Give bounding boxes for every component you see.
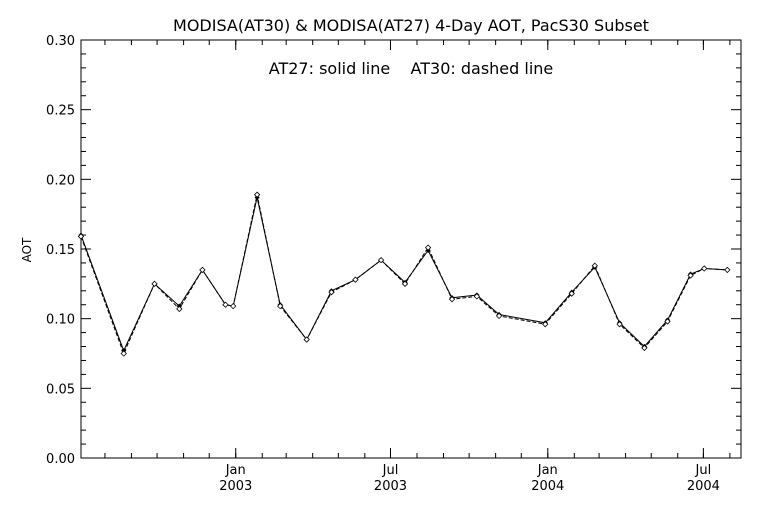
data-point-at30 <box>199 266 206 274</box>
data-point-at30 <box>303 336 310 343</box>
axis-ticks <box>81 39 741 459</box>
y-tick-label: 0.25 <box>46 104 75 119</box>
data-point-at30 <box>701 265 708 272</box>
y-axis-label: AOT <box>20 237 34 262</box>
chart-annotation: AT27: solid line AT30: dashed line <box>269 59 554 78</box>
x-tick-month: Jul <box>695 463 712 478</box>
data-point-at30 <box>253 191 261 198</box>
series-layer <box>77 191 731 357</box>
chart-title: MODISA(AT30) & MODISA(AT27) 4-Day AOT, P… <box>173 16 649 35</box>
data-point-at30 <box>724 266 731 274</box>
x-tick-year: 2003 <box>219 479 252 494</box>
x-tick-year: 2004 <box>531 479 564 494</box>
data-point-at30 <box>151 280 158 287</box>
data-point-at30 <box>277 302 284 310</box>
data-point-at30 <box>591 262 598 269</box>
data-point-at30 <box>230 302 237 310</box>
data-point-at30 <box>77 233 85 240</box>
x-tick-month: Jan <box>537 463 558 478</box>
data-point-at30 <box>473 293 480 300</box>
series-line-at27 <box>80 197 728 353</box>
data-point-at30 <box>495 312 503 320</box>
data-point-at30 <box>328 289 335 296</box>
y-tick-label: 0.30 <box>46 34 75 49</box>
series-line-at30 <box>80 194 728 355</box>
x-tick-year: 2003 <box>374 479 407 494</box>
data-point-at30 <box>664 318 671 325</box>
x-tick-month: Jul <box>382 463 399 478</box>
y-tick-label: 0.10 <box>46 313 75 328</box>
data-point-at30 <box>641 344 648 352</box>
x-tick-year: 2004 <box>687 479 720 494</box>
y-tick-label: 0.15 <box>46 243 75 258</box>
y-tick-label: 0.20 <box>46 173 75 188</box>
plot-frame <box>80 39 742 459</box>
data-point-at30 <box>542 321 549 328</box>
data-point-at30 <box>401 280 409 287</box>
data-point-at30 <box>176 305 183 313</box>
data-point-at30 <box>616 321 623 328</box>
data-point-at30 <box>687 272 694 279</box>
data-point-at30 <box>568 290 575 297</box>
data-point-at30 <box>424 244 432 251</box>
data-point-at30 <box>222 301 229 308</box>
y-tick-label: 0.05 <box>46 382 75 397</box>
y-tick-labels: 0.00 0.05 0.10 0.15 0.20 0.25 0.30 <box>46 34 75 467</box>
data-point-at30 <box>352 276 359 283</box>
y-tick-label: 0.00 <box>46 452 75 467</box>
data-point-at30 <box>377 256 385 264</box>
data-point-at30 <box>448 295 456 303</box>
x-tick-month: Jan <box>225 463 246 478</box>
data-point-at30 <box>120 350 127 357</box>
